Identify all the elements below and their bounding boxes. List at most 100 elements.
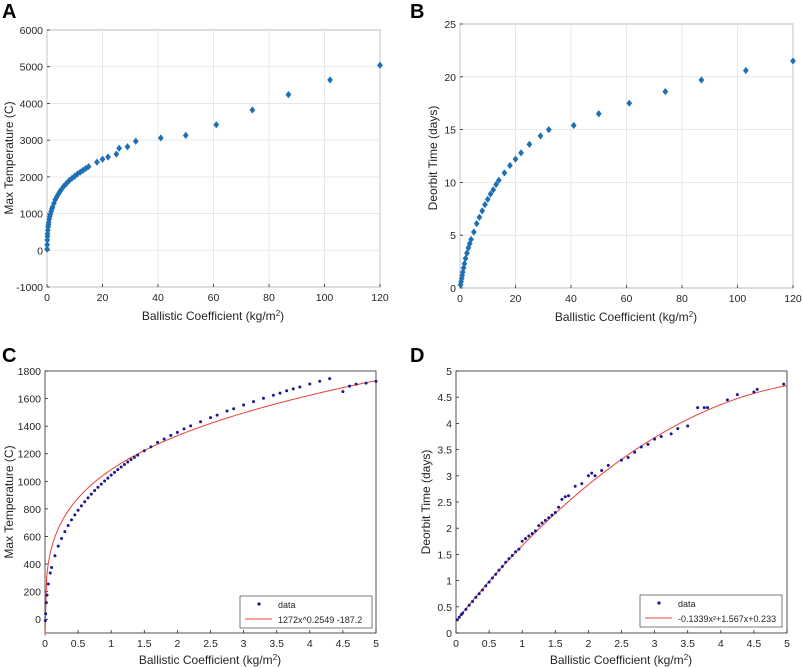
- panel-d-point-53: [696, 406, 700, 410]
- panel-d-xtick-label-7: 3.5: [680, 638, 695, 650]
- panel-c-point-0: [43, 619, 47, 623]
- panel-d-point-57: [735, 393, 739, 397]
- panel-d-point-51: [676, 427, 680, 431]
- panel-d-xtick-label-6: 3: [652, 638, 658, 650]
- panel-c-point-55: [318, 379, 322, 383]
- panel-c-point-48: [261, 396, 265, 400]
- panel-d-xtick-label-0: 0: [453, 638, 459, 650]
- panel-a-point-35: [116, 144, 123, 152]
- panel-b-point-31: [626, 99, 633, 107]
- panel-d-xtick-label-8: 4: [718, 638, 724, 650]
- panel-c-point-43: [215, 413, 219, 417]
- panel-b-point-4: [459, 268, 466, 276]
- panel-d-point-35: [567, 494, 571, 498]
- panel-b-xlabel-main: Ballistic Coefficient (kg/m: [555, 310, 689, 324]
- panel-d-point-13: [494, 572, 498, 576]
- panel-b-point-32: [662, 87, 669, 96]
- panel-d-plot-area: [455, 370, 788, 634]
- panel-d-point-48: [653, 437, 657, 441]
- panel-d-ytick-label-8: 4: [446, 418, 452, 430]
- panel-d-label: D: [410, 345, 424, 367]
- panel-a-point-34: [113, 150, 120, 158]
- panel-d-ytick-label-3: 1.5: [437, 549, 452, 561]
- panel-c-point-61: [374, 379, 378, 383]
- panel-d-point-37: [580, 482, 584, 486]
- panel-b-ticks: 0 20 40 60 80 100 120 0 5 10 15 20 25: [444, 19, 802, 305]
- panel-d-point-17: [507, 557, 511, 561]
- panel-b-point-33: [698, 76, 705, 84]
- panel-a-xtick-label-1: 20: [97, 292, 109, 304]
- panel-d-point-10: [484, 584, 488, 588]
- panel-d-point-27: [540, 521, 544, 525]
- panel-a-ytick-label-0: -1000: [16, 282, 43, 294]
- panel-c-plot-area: [44, 370, 377, 634]
- panel-c-xlabel-sup: 2: [273, 653, 278, 662]
- panel-c-point-31: [132, 455, 136, 459]
- panel-b-point-20: [493, 180, 499, 189]
- panel-c-ytick-label-5: 1000: [18, 476, 42, 488]
- panel-a-point-43: [327, 76, 333, 84]
- panel-d-point-42: [606, 463, 610, 467]
- panel-a: A 0 20 40 60 80 100 120-1000010002000300040005…: [2, 1, 389, 323]
- panel-d-xtick-label-9: 4.5: [747, 638, 762, 650]
- panel-b-point-23: [507, 161, 513, 170]
- panel-d-point-55: [706, 406, 710, 410]
- panel-a-point-44: [377, 61, 383, 69]
- panel-c-point-17: [86, 496, 90, 500]
- panel-b-point-30: [595, 110, 602, 118]
- panel-c-point-27: [119, 465, 123, 469]
- panel-b-xtick-label-4: 80: [676, 293, 688, 305]
- panel-c-ytick-label-3: 600: [23, 531, 41, 543]
- panel-c-point-8: [56, 544, 60, 548]
- panel-c-legend-data-marker: [257, 602, 261, 606]
- panel-c-point-28: [122, 462, 126, 466]
- panel-d-point-36: [573, 484, 577, 488]
- panel-c-point-6: [50, 566, 54, 569]
- panel-c-xtick-label-2: 1: [108, 638, 114, 650]
- panel-d-xtick-label-4: 2: [585, 638, 591, 650]
- panel-d-point-9: [480, 588, 484, 592]
- panel-d-point-39: [590, 471, 594, 475]
- panel-d-point-5: [467, 603, 471, 607]
- panel-a-xtick-label-0: 0: [44, 292, 50, 304]
- panel-d-point-14: [497, 568, 501, 572]
- panel-c-point-57: [341, 390, 345, 394]
- panel-b-xtick-label-5: 100: [729, 293, 747, 305]
- panel-d-point-19: [514, 550, 518, 554]
- panel-a-point-36: [124, 143, 131, 151]
- panel-c-marks: [43, 377, 378, 623]
- panel-a-xtick-label-5: 100: [316, 292, 334, 304]
- panel-a-point-41: [249, 106, 256, 114]
- panel-d-point-15: [500, 564, 504, 568]
- panel-c-ytick-label-4: 800: [23, 504, 41, 516]
- panel-b-xlabel: Ballistic Coefficient (kg/m2): [555, 310, 697, 325]
- panel-a-ytick-label-4: 3000: [20, 135, 44, 147]
- panel-a-point-33: [105, 153, 111, 161]
- panel-b-point-13: [473, 219, 480, 228]
- panel-a-point-0: [44, 245, 50, 253]
- panel-c-xtick-label-7: 3.5: [269, 638, 284, 650]
- panel-b-point-11: [468, 235, 474, 244]
- panel-d-point-49: [659, 435, 663, 438]
- panel-c: C 0 0.5 1 1.5 2 2.5 3 3.5 4 4.5 5 0 200 400 600 800 1000…: [2, 345, 379, 667]
- panel-d-point-32: [557, 505, 561, 509]
- panel-c-legend-fit-label: 1272x^0.2549 -187.2: [278, 615, 362, 625]
- panel-b-label: B: [410, 1, 424, 23]
- panel-c-point-36: [162, 437, 166, 441]
- panel-a-point-1: [44, 241, 51, 249]
- panel-b-xtick-label-3: 60: [621, 293, 633, 305]
- panel-a-point-37: [132, 137, 139, 145]
- panel-c-point-41: [199, 420, 203, 424]
- panel-a-point-30: [85, 162, 92, 171]
- panel-a-ytick-label-7: 6000: [20, 25, 44, 37]
- panel-a-point-42: [285, 91, 292, 99]
- panel-a-ytick-label-2: 1000: [20, 209, 44, 221]
- panel-d-point-24: [530, 531, 534, 535]
- panel-b-xtick-label-1: 20: [510, 293, 522, 305]
- panel-b-xlabel-end: ): [693, 310, 697, 324]
- panel-d-point-20: [517, 547, 521, 551]
- panel-d-point-28: [543, 518, 547, 522]
- panel-d-point-47: [646, 442, 650, 446]
- panel-c-fit: [44, 380, 377, 636]
